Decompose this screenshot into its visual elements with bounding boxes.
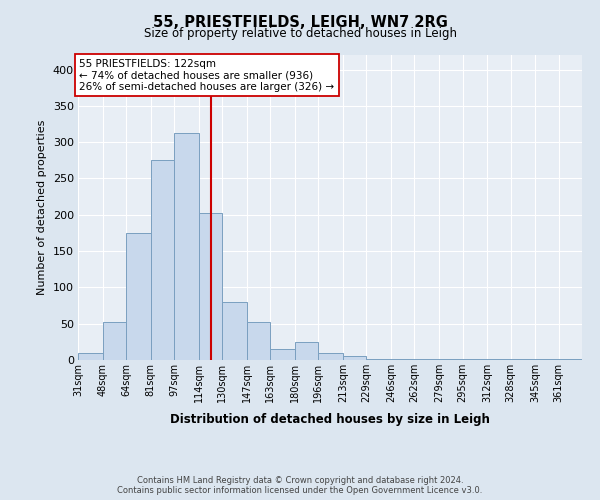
Bar	[126, 233, 151, 360]
Bar	[367, 358, 391, 360]
Bar	[199, 212, 222, 360]
Text: Contains HM Land Registry data © Crown copyright and database right 2024.
Contai: Contains HM Land Registry data © Crown c…	[118, 476, 482, 495]
Bar	[319, 354, 343, 360]
Bar	[295, 342, 319, 360]
Bar	[343, 356, 367, 360]
Bar	[222, 302, 247, 360]
Text: 55, PRIESTFIELDS, LEIGH, WN7 2RG: 55, PRIESTFIELDS, LEIGH, WN7 2RG	[152, 15, 448, 30]
Text: 55 PRIESTFIELDS: 122sqm
← 74% of detached houses are smaller (936)
26% of semi-d: 55 PRIESTFIELDS: 122sqm ← 74% of detache…	[79, 58, 335, 92]
Bar	[78, 352, 103, 360]
Bar	[270, 349, 295, 360]
Bar	[247, 322, 270, 360]
Text: Size of property relative to detached houses in Leigh: Size of property relative to detached ho…	[143, 28, 457, 40]
Y-axis label: Number of detached properties: Number of detached properties	[37, 120, 47, 295]
Bar	[151, 160, 174, 360]
Bar	[174, 132, 199, 360]
Text: Distribution of detached houses by size in Leigh: Distribution of detached houses by size …	[170, 412, 490, 426]
Bar	[103, 322, 126, 360]
